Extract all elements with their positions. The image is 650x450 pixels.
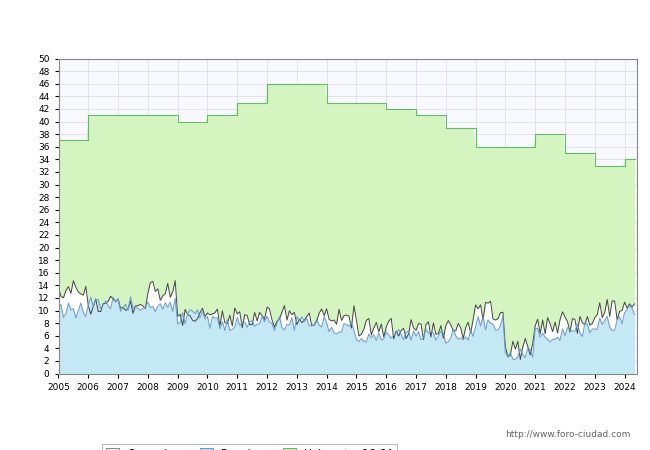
Legend: Ocupados, Parados, Hab. entre 16-64: Ocupados, Parados, Hab. entre 16-64 — [102, 444, 396, 450]
Text: http://www.foro-ciudad.com: http://www.foro-ciudad.com — [505, 430, 630, 439]
Text: Savallà del Comtat - Evolucion de la poblacion en edad de Trabajar Mayo de 2024: Savallà del Comtat - Evolucion de la pob… — [83, 17, 567, 30]
